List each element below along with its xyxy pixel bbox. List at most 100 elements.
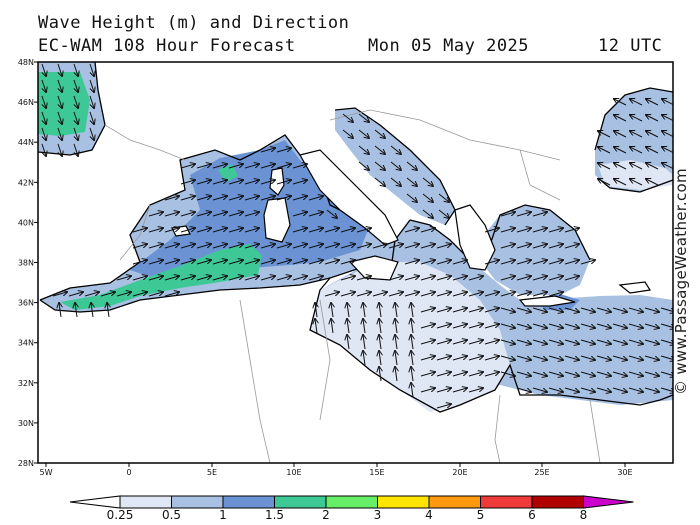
legend-tick-label: 1 xyxy=(219,508,227,522)
wave-arrow xyxy=(422,177,433,186)
wave-arrow xyxy=(436,292,451,297)
wave-arrow xyxy=(580,260,595,265)
coastlines xyxy=(38,62,673,413)
wave-arrow xyxy=(73,111,78,124)
wave-arrow xyxy=(91,303,93,318)
wave-arrow xyxy=(324,228,339,233)
wave-arrow xyxy=(630,147,643,154)
wave-arrow xyxy=(116,292,131,297)
wave-arrow xyxy=(292,164,307,169)
wave-arrow xyxy=(196,180,211,185)
wave-arrow xyxy=(644,307,659,312)
legend-tick-label: 8 xyxy=(580,508,588,522)
lat-label: 44N xyxy=(18,138,34,147)
wave-arrow xyxy=(308,196,323,201)
wave-arrow xyxy=(452,356,467,361)
wave-arrow xyxy=(420,228,435,233)
lon-label: 15E xyxy=(369,468,384,477)
wave-arrow xyxy=(244,276,259,281)
wave-arrow xyxy=(196,164,211,169)
legend-tick-label: 3 xyxy=(374,508,382,522)
wave-arrow xyxy=(107,303,109,318)
wave-arrow xyxy=(73,143,78,156)
wave-arrow xyxy=(363,335,365,350)
wave-arrow xyxy=(532,387,547,392)
wave-arrow xyxy=(628,371,643,376)
wave-arrow xyxy=(484,356,499,361)
wave-arrow xyxy=(436,308,451,313)
wave-arrow xyxy=(411,303,413,318)
wave-arrow xyxy=(244,260,259,265)
legend-swatch xyxy=(531,495,584,509)
wave-arrow xyxy=(452,324,467,329)
wave-arrow xyxy=(468,356,483,361)
wave-arrow xyxy=(374,145,385,154)
wave-arrow xyxy=(436,372,451,377)
wave-arrow xyxy=(228,260,243,265)
wave-arrow xyxy=(196,276,211,281)
wave-arrow xyxy=(388,292,403,297)
wave-arrow xyxy=(59,303,61,318)
wave-arrow xyxy=(468,308,483,313)
wave-arrow xyxy=(356,244,371,249)
wave-arrow xyxy=(484,292,499,297)
wave-arrow xyxy=(411,351,413,366)
legend-swatch xyxy=(222,495,275,509)
wave-arrow xyxy=(41,79,46,92)
wave-arrow xyxy=(596,323,611,328)
wave-arrow xyxy=(532,260,547,265)
wave-arrow xyxy=(484,308,499,313)
wave-arrow xyxy=(358,161,369,170)
lat-label: 42N xyxy=(18,178,34,187)
wave-arrow xyxy=(532,339,547,344)
wave-arrow xyxy=(73,127,78,140)
wave-arrow xyxy=(468,372,483,377)
wave-arrow xyxy=(564,339,579,344)
wave-arrow xyxy=(564,228,579,233)
wave-arrow xyxy=(420,260,435,265)
wave-arrow xyxy=(292,196,307,201)
legend-swatch xyxy=(171,495,224,509)
wave-arrow xyxy=(564,371,579,376)
map-area xyxy=(38,62,673,463)
wave-arrow xyxy=(68,292,83,297)
wave-arrow xyxy=(379,319,381,334)
legend-tick-label: 2 xyxy=(322,508,330,522)
wave-arrow xyxy=(436,404,451,409)
wave-arrow xyxy=(347,319,349,334)
wave-arrow xyxy=(260,164,275,169)
wave-arrow xyxy=(363,303,365,318)
wave-arrow xyxy=(244,212,259,217)
wave-arrow xyxy=(564,355,579,360)
wave-arrow xyxy=(484,372,499,377)
wave-arrow xyxy=(148,260,163,265)
wave-arrow xyxy=(89,63,94,76)
wave-arrow xyxy=(308,244,323,249)
wave-arrow xyxy=(411,383,413,398)
wave-arrow xyxy=(614,147,627,154)
wave-arrow xyxy=(628,323,643,328)
legend-swatch xyxy=(428,495,481,509)
wave-arrow xyxy=(73,79,78,92)
wave-arrow xyxy=(612,307,627,312)
wave-arrow xyxy=(516,387,531,392)
wave-arrow xyxy=(57,111,62,124)
latitude-labels: 48N 46N 44N 42N 40N 38N 36N 34N 32N 30N 28N xyxy=(18,58,38,468)
wave-arrow xyxy=(340,260,355,265)
wave-arrow xyxy=(420,308,435,313)
wave-arrow xyxy=(292,276,307,281)
wave-arrow xyxy=(308,228,323,233)
wave-arrow xyxy=(390,177,401,186)
wave-arrow xyxy=(356,228,371,233)
wave-arrow xyxy=(363,351,365,366)
wave-arrow xyxy=(260,196,275,201)
wave-arrow xyxy=(612,323,627,328)
wave-arrow xyxy=(228,164,243,169)
wave-arrow xyxy=(468,340,483,345)
wave-arrow xyxy=(244,196,259,201)
wave-arrow xyxy=(614,179,627,186)
wave-arrow xyxy=(52,292,67,297)
wave-arrow xyxy=(598,131,611,138)
wave-arrow xyxy=(404,244,419,249)
wave-arrow xyxy=(516,276,531,281)
